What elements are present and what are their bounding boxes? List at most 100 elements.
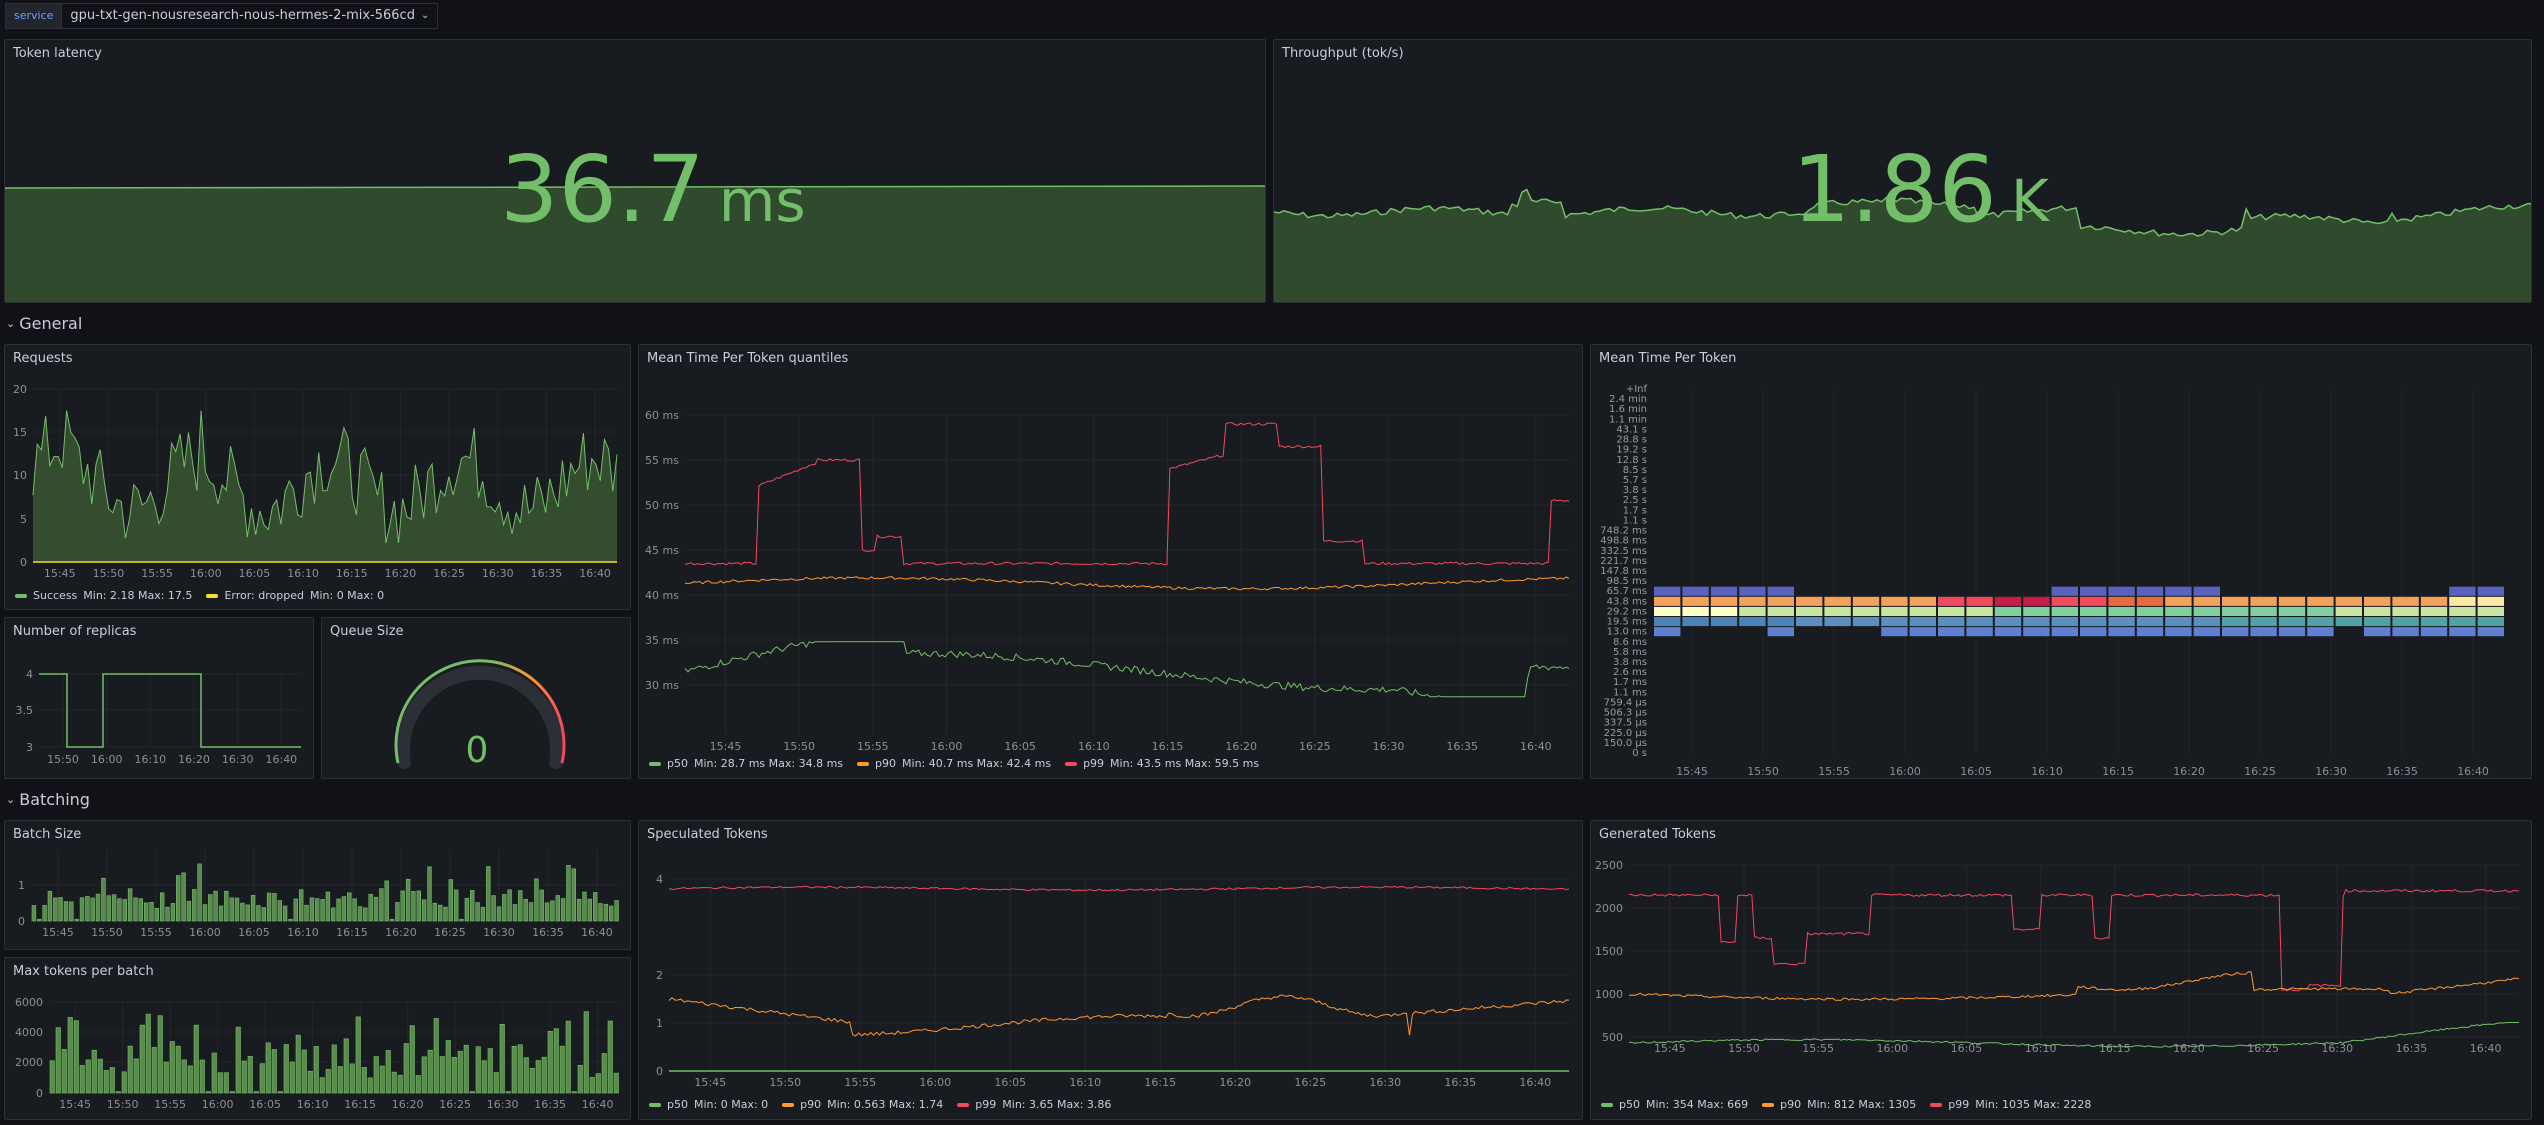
legend-item[interactable]: p99 Min: 43.5 ms Max: 59.5 ms bbox=[1065, 757, 1259, 770]
legend-item[interactable]: p90 Min: 0.563 Max: 1.74 bbox=[782, 1098, 943, 1111]
x-tick-label: 16:00 bbox=[919, 1076, 951, 1089]
throughput-panel[interactable]: Throughput (tok/s) 1.86 K bbox=[1273, 39, 2532, 303]
legend-series-name: p50 bbox=[667, 757, 688, 770]
batch-size-bar bbox=[464, 898, 470, 922]
speculated-tokens-panel[interactable]: Speculated Tokens 4 2 1 0 15:45 15:50 15:55 16:… bbox=[638, 820, 1583, 1120]
batch-size-bar bbox=[304, 904, 309, 922]
legend-item[interactable]: p50 Min: 0 Max: 0 bbox=[649, 1098, 768, 1111]
max-tokens-bar bbox=[67, 1017, 73, 1094]
y-tick-label: 10 bbox=[13, 469, 27, 482]
x-tick-label: 15:50 bbox=[1728, 1042, 1760, 1055]
heatmap-cell bbox=[1994, 606, 2022, 616]
batch-size-bar bbox=[176, 875, 181, 922]
replicas-panel[interactable]: Number of replicas 4 3.5 3 15:50 16:00 16:10 1… bbox=[4, 617, 314, 779]
x-tick-label: 16:05 bbox=[1004, 740, 1036, 753]
batch-size-bar bbox=[379, 888, 384, 922]
requests-chart: 20 15 10 5 0 15:45 15:50 15:55 16:00 16:05 16:10 16… bbox=[13, 383, 618, 580]
batch-size-bar bbox=[507, 889, 512, 922]
row-batching[interactable]: ⌄ Batching bbox=[6, 790, 90, 809]
mtpt-heatmap-panel[interactable]: Mean Time Per Token +Inf 2.4 min 1.6 min 1.… bbox=[1590, 344, 2532, 779]
heatmap-bucket-label: 2.6 ms bbox=[1613, 667, 1647, 678]
y-tick-label: 1 bbox=[656, 1017, 663, 1030]
generated-legend: p50 Min: 354 Max: 669 p90 Min: 812 Max: 130… bbox=[1601, 1098, 2091, 1111]
x-tick-label: 16:05 bbox=[238, 926, 270, 939]
batch-size-bar bbox=[614, 900, 619, 922]
heatmap-cell bbox=[1682, 596, 1709, 606]
y-tick-label: 55 ms bbox=[645, 454, 679, 467]
legend-stats: Min: 28.7 ms Max: 34.8 ms bbox=[693, 757, 844, 770]
mtpt-quantiles-chart: 60 ms 55 ms 50 ms 45 ms 40 ms 35 ms 30 ms 15:45… bbox=[645, 409, 1570, 753]
legend-item[interactable]: p50 Min: 354 Max: 669 bbox=[1601, 1098, 1748, 1111]
row-general[interactable]: ⌄ General bbox=[6, 314, 82, 333]
max-tokens-bar bbox=[541, 1056, 547, 1094]
y-tick-label: 2000 bbox=[15, 1056, 43, 1069]
x-tick-label: 16:35 bbox=[532, 926, 564, 939]
x-tick-label: 16:20 bbox=[1225, 740, 1257, 753]
heatmap-bucket-label: 2.5 s bbox=[1623, 495, 1647, 506]
max-tokens-bar bbox=[79, 1065, 85, 1094]
batch-size-bar bbox=[250, 895, 256, 922]
batch-size-bar bbox=[165, 906, 170, 922]
max-tokens-bar bbox=[169, 1041, 175, 1094]
legend-item[interactable]: Error: dropped Min: 0 Max: 0 bbox=[206, 589, 384, 602]
legend-item[interactable]: p99 Min: 1035 Max: 2228 bbox=[1930, 1098, 2091, 1111]
legend-series-name: p90 bbox=[800, 1098, 822, 1111]
max-tokens-bar bbox=[529, 1068, 535, 1094]
x-tick-label: 16:30 bbox=[487, 1098, 519, 1111]
batch-size-panel[interactable]: Batch Size 1 0 15:45 15:50 15:55 16:00 16:05 16… bbox=[4, 820, 631, 950]
generated-tokens-panel[interactable]: Generated Tokens 2500 2000 1500 1000 500 15:4… bbox=[1590, 820, 2532, 1120]
requests-panel[interactable]: Requests 20 15 10 5 0 15:45 15:50 15:55 16:00 16:… bbox=[4, 344, 631, 610]
token-latency-panel[interactable]: Token latency 36.7 ms bbox=[4, 39, 1266, 303]
batch-size-bar bbox=[240, 902, 245, 922]
y-tick-label: 1 bbox=[18, 879, 25, 892]
heatmap-bucket-label: 337.5 µs bbox=[1604, 718, 1647, 729]
y-tick-label: 4000 bbox=[15, 1026, 43, 1039]
service-select[interactable]: gpu-txt-gen-nousresearch-nous-hermes-2-m… bbox=[62, 3, 439, 29]
legend-item[interactable]: p99 Min: 3.65 Max: 3.86 bbox=[957, 1098, 1111, 1111]
heatmap-bucket-label: 748.2 ms bbox=[1600, 526, 1647, 537]
queue-size-panel[interactable]: Queue Size 0 bbox=[321, 617, 631, 779]
heatmap-bucket-label: 221.7 ms bbox=[1600, 556, 1647, 567]
legend-item[interactable]: p50 Min: 28.7 ms Max: 34.8 ms bbox=[649, 757, 843, 770]
batch-size-bar bbox=[427, 866, 432, 922]
panel-title: Speculated Tokens bbox=[647, 827, 768, 842]
heatmap-cell bbox=[1938, 627, 1965, 637]
x-tick-label: 15:50 bbox=[93, 567, 125, 580]
max-tokens-bar bbox=[493, 1072, 499, 1094]
heatmap-cell bbox=[2335, 596, 2362, 606]
x-tick-label: 15:55 bbox=[140, 926, 172, 939]
x-tick-label: 15:55 bbox=[154, 1098, 186, 1111]
max-tokens-bar bbox=[73, 1020, 79, 1094]
panel-title: Max tokens per batch bbox=[13, 964, 154, 979]
heatmap-cell bbox=[1767, 596, 1794, 606]
max-tokens-bar bbox=[463, 1044, 469, 1094]
max-tokens-bar bbox=[187, 1065, 193, 1094]
legend-series-name: p90 bbox=[875, 757, 897, 770]
heatmap-bucket-label: 8.6 ms bbox=[1613, 637, 1647, 648]
heatmap-bucket-label: +Inf bbox=[1626, 384, 1648, 395]
heatmap-cell bbox=[2278, 627, 2306, 637]
batch-size-bar bbox=[63, 901, 69, 922]
heatmap-cell bbox=[1654, 586, 1681, 596]
legend-item[interactable]: p90 Min: 40.7 ms Max: 42.4 ms bbox=[857, 757, 1051, 770]
max-tokens-bar bbox=[421, 1056, 427, 1094]
legend-series-name: p50 bbox=[667, 1098, 688, 1111]
batch-size-bar bbox=[560, 898, 566, 922]
heatmap-cell bbox=[1938, 617, 1965, 627]
max-tokens-panel[interactable]: Max tokens per batch 6000 4000 2000 0 15:45 1… bbox=[4, 957, 631, 1120]
heatmap-cell bbox=[2335, 606, 2362, 616]
mtpt-quantiles-panel[interactable]: Mean Time Per Token quantiles 60 ms 55 ms… bbox=[638, 344, 1583, 779]
max-tokens-bar bbox=[295, 1034, 301, 1094]
batch-size-bar bbox=[85, 896, 90, 922]
x-tick-label: 15:45 bbox=[694, 1076, 726, 1089]
max-tokens-bar bbox=[289, 1061, 295, 1094]
legend-item[interactable]: p90 Min: 812 Max: 1305 bbox=[1762, 1098, 1916, 1111]
x-tick-label: 16:20 bbox=[2173, 765, 2205, 778]
legend-item[interactable]: Success Min: 2.18 Max: 17.5 bbox=[15, 589, 192, 602]
batch-size-bar bbox=[608, 905, 614, 922]
heatmap-cell bbox=[1767, 606, 1794, 616]
heatmap-bucket-label: 29.2 ms bbox=[1607, 606, 1647, 617]
batch-size-bar bbox=[437, 904, 443, 922]
heatmap-cell bbox=[2222, 627, 2249, 637]
heatmap-cell bbox=[2080, 596, 2107, 606]
